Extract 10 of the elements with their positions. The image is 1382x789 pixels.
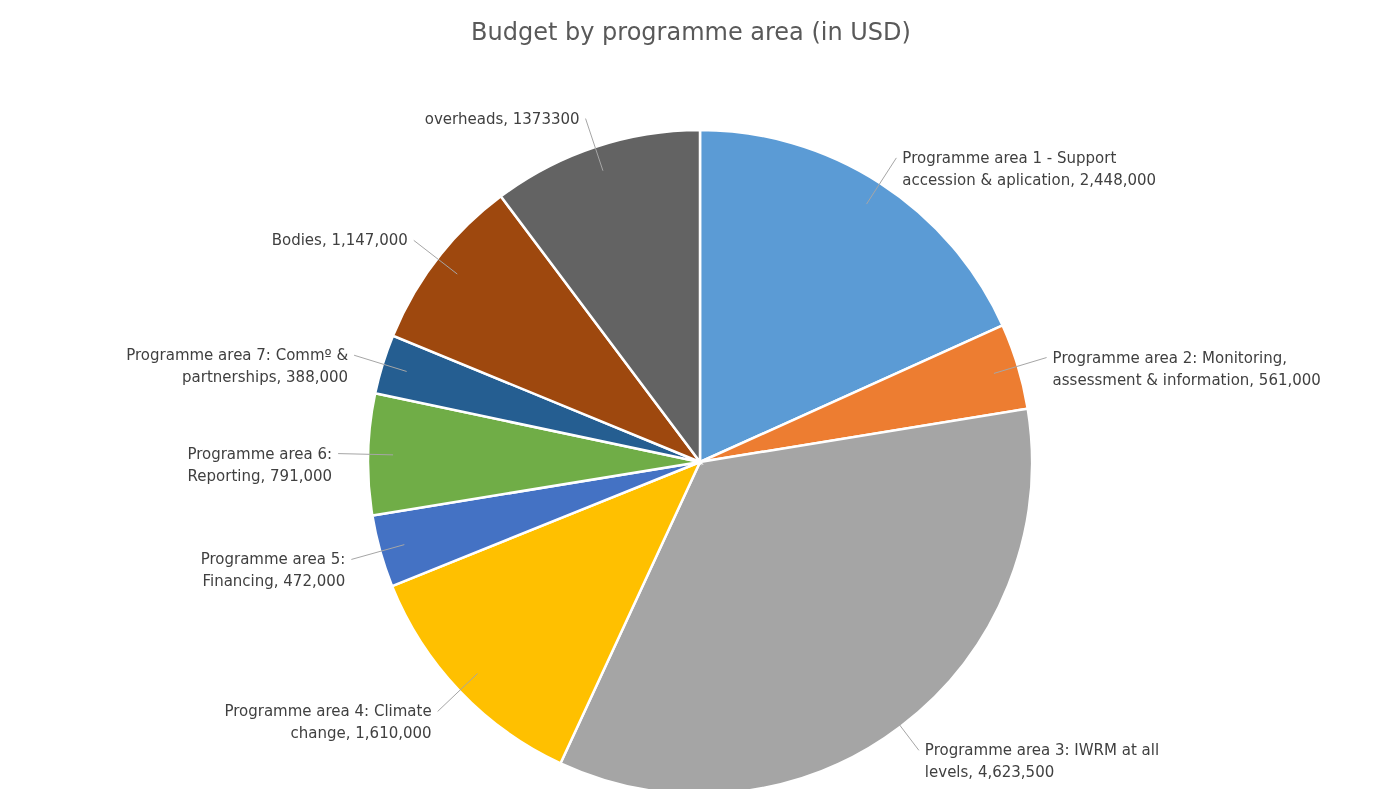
- chart-title: Budget by programme area (in USD): [471, 18, 911, 46]
- slice-label: Programme area 4: Climate change, 1,610,000: [224, 702, 432, 743]
- slice-label: Programme area 6: Reporting, 791,000: [187, 444, 333, 485]
- slice-label: Programme area 5: Financing, 472,000: [200, 550, 346, 591]
- slice-label: Programme area 1 - Support accession & aplication, 2,448,000: [902, 148, 1157, 189]
- slice-label: overheads, 1373300: [424, 109, 580, 128]
- slice-label: Programme area 7: Commº & partnerships, 388,000: [126, 346, 349, 387]
- slice-label: Programme area 2: Monitoring, assessment & information, 561,000: [1052, 348, 1321, 389]
- slice-label: Bodies, 1,147,000: [271, 231, 408, 250]
- slice-label: Programme area 3: IWRM at all levels, 4,623,500: [924, 741, 1160, 782]
